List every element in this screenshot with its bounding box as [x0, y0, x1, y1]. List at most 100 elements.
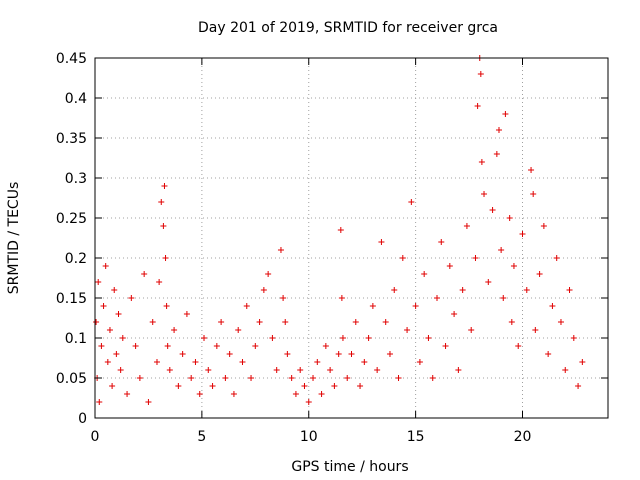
data-point [188, 375, 195, 381]
data-point [463, 223, 470, 229]
data-point [502, 111, 509, 117]
data-point [106, 327, 113, 333]
data-point [579, 359, 586, 365]
data-point [338, 295, 345, 301]
x-tick-label: 15 [407, 429, 425, 445]
data-point [256, 319, 263, 325]
data-point [575, 383, 582, 389]
data-point [429, 375, 436, 381]
y-tick-label: 0.05 [56, 371, 87, 387]
data-point [412, 303, 419, 309]
data-point [277, 247, 284, 253]
x-tick-label: 5 [197, 429, 206, 445]
data-point [442, 343, 449, 349]
data-point [288, 375, 295, 381]
data-point [434, 295, 440, 301]
data-point [119, 335, 126, 341]
data-point [335, 351, 342, 357]
data-point [162, 255, 169, 261]
data-point [205, 367, 212, 373]
data-point [196, 391, 203, 397]
data-point [260, 287, 267, 293]
data-point [141, 271, 148, 277]
data-point [365, 335, 372, 341]
data-point [468, 327, 475, 333]
y-tick-label: 0.2 [65, 251, 87, 267]
data-point [305, 399, 312, 405]
data-point [280, 295, 287, 301]
data-point [536, 271, 543, 277]
data-point [523, 287, 530, 293]
y-tick-label: 0.1 [65, 331, 87, 347]
data-point [451, 311, 458, 317]
data-point [102, 263, 109, 269]
data-point [562, 367, 569, 373]
data-point [314, 359, 321, 365]
data-point [226, 351, 233, 357]
data-point [292, 391, 299, 397]
data-point [239, 359, 246, 365]
data-point [408, 199, 415, 205]
data-point [145, 399, 152, 405]
data-point [438, 239, 445, 245]
data-point [284, 351, 291, 357]
data-point [369, 303, 376, 309]
data-point [477, 71, 484, 77]
data-point [352, 319, 359, 325]
data-point [474, 103, 481, 109]
y-tick-label: 0 [78, 411, 87, 427]
data-point [115, 311, 122, 317]
data-point [235, 327, 242, 333]
y-axis-label: SRMTID / TECUs [6, 182, 22, 295]
data-point [282, 319, 289, 325]
data-points [93, 55, 586, 405]
data-point [149, 319, 156, 325]
grid-lines [95, 58, 608, 418]
data-point [361, 359, 368, 365]
data-point [478, 159, 485, 165]
data-point [481, 191, 488, 197]
data-point [95, 279, 102, 285]
y-tick-label: 0.15 [56, 291, 87, 307]
data-point [163, 303, 170, 309]
data-point [391, 287, 398, 293]
data-point [96, 399, 103, 405]
x-tick-label: 20 [514, 429, 532, 445]
data-point [161, 183, 168, 189]
data-point [218, 319, 225, 325]
data-point [213, 343, 220, 349]
plot-frame [94, 57, 609, 419]
y-tick-label: 0.25 [56, 211, 87, 227]
data-point [540, 223, 547, 229]
data-point [382, 319, 389, 325]
data-point [109, 383, 116, 389]
data-point [500, 295, 507, 301]
y-tick-label: 0.4 [65, 91, 87, 107]
x-axis-label: GPS time / hours [291, 459, 408, 475]
data-point [158, 199, 165, 205]
x-tick-label: 10 [300, 429, 318, 445]
data-point [243, 303, 250, 309]
data-point [222, 375, 229, 381]
y-tick-label: 0.3 [65, 171, 87, 187]
data-point [519, 231, 526, 237]
data-point [124, 391, 131, 397]
data-point [297, 367, 304, 373]
data-point [395, 375, 402, 381]
data-point [301, 383, 308, 389]
data-point [532, 327, 539, 333]
x-axis: 0 5 10 15 20 [91, 58, 532, 445]
x-tick-label: 0 [91, 429, 100, 445]
data-point [485, 279, 492, 285]
data-point [566, 287, 573, 293]
y-tick-label: 0.45 [56, 51, 87, 67]
data-point [344, 375, 351, 381]
data-point [192, 359, 199, 365]
data-point [156, 279, 163, 285]
data-point [265, 271, 272, 277]
data-point [322, 343, 329, 349]
data-point [175, 383, 182, 389]
data-point [310, 375, 317, 381]
data-point [404, 327, 411, 333]
